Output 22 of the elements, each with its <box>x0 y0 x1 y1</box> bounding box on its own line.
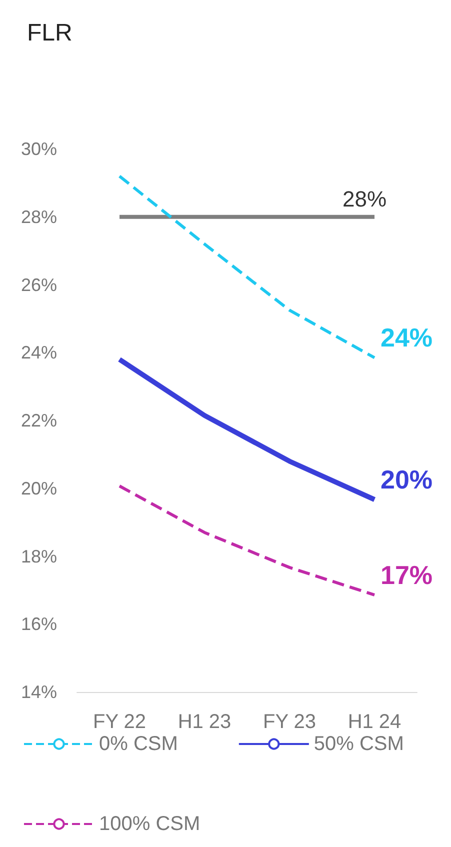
x-tick-label: FY 23 <box>263 711 316 733</box>
x-tick-label: H1 24 <box>348 711 402 733</box>
x-tick-label: FY 22 <box>93 711 146 733</box>
legend-label: 0% CSM <box>99 733 178 755</box>
data-label: 20% <box>380 464 433 495</box>
y-tick-label: 28% <box>20 206 57 227</box>
y-tick-label: 30% <box>20 139 57 159</box>
y-tick-label: 16% <box>20 614 57 634</box>
line-series <box>118 484 376 596</box>
y-tick-label: 20% <box>20 478 57 498</box>
data-label: 17% <box>380 560 433 590</box>
chart-title: FLR <box>27 20 72 46</box>
x-tick-label: H1 23 <box>178 711 232 733</box>
data-label: 28% <box>342 186 387 212</box>
legend-label: 100% CSM <box>99 813 200 835</box>
y-tick-label: 24% <box>20 342 57 363</box>
data-label: 24% <box>380 322 433 353</box>
y-tick-label: 22% <box>20 410 57 430</box>
y-tick-label: 14% <box>20 682 57 702</box>
legend-label: 50% CSM <box>314 733 404 755</box>
y-tick-label: 18% <box>20 546 57 566</box>
y-tick-label: 26% <box>20 274 57 295</box>
